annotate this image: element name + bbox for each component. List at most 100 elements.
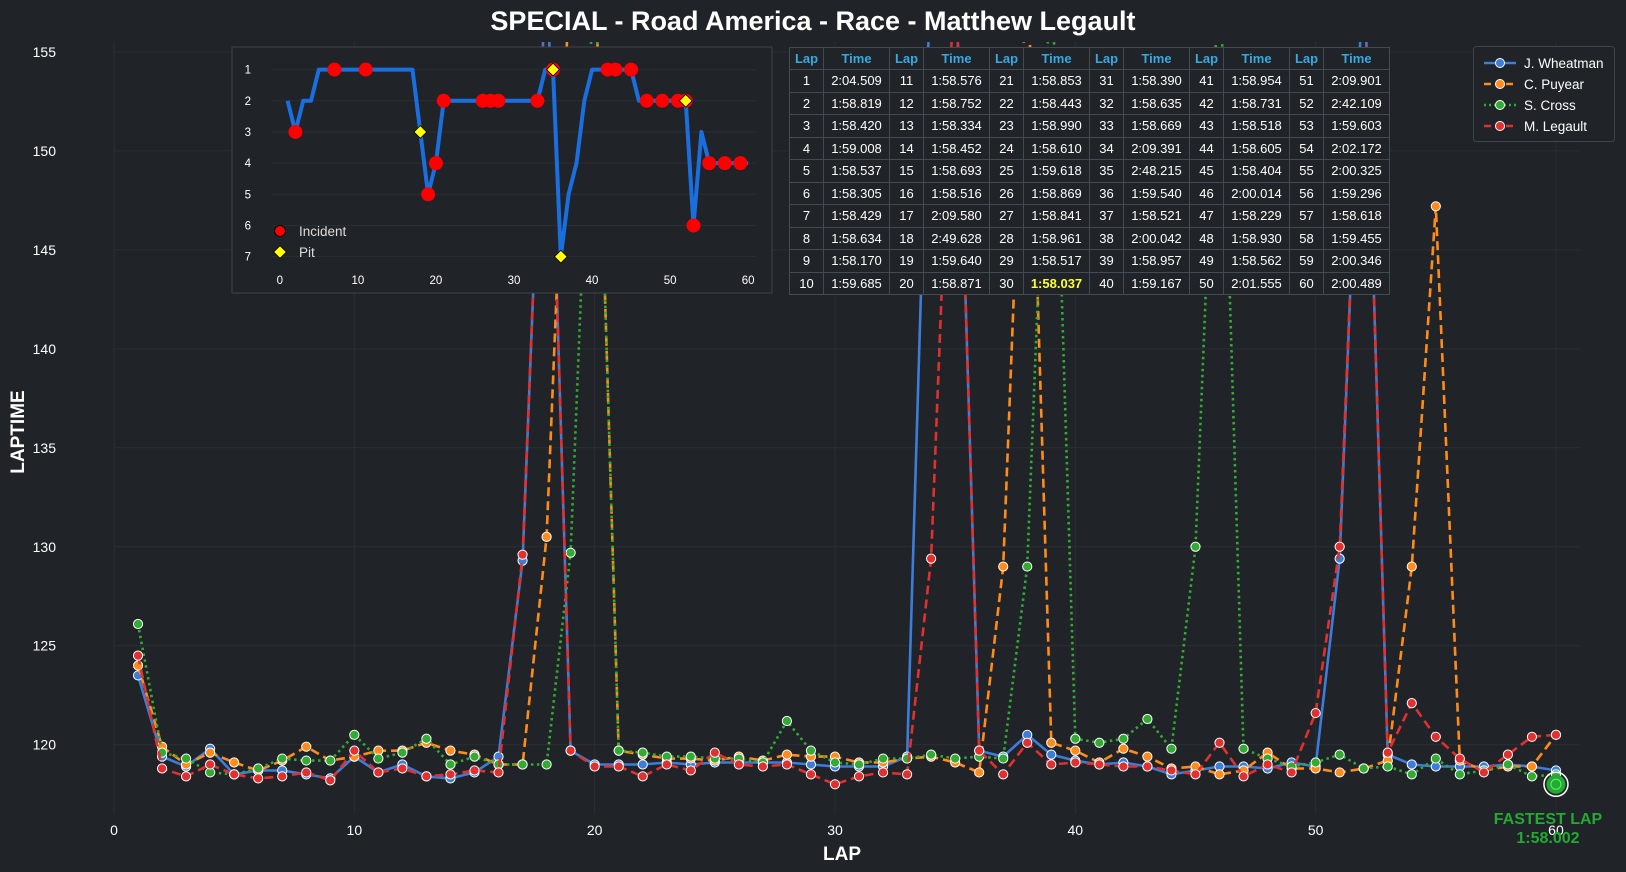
lap-number-cell: 53 [1289, 114, 1324, 138]
time-column-header: Time [1223, 47, 1290, 70]
lap-time-cell: 2:48.215 [1123, 159, 1190, 183]
data-point [637, 747, 648, 758]
data-point [445, 759, 456, 770]
y-tick-label: 125 [33, 638, 57, 654]
data-point [1166, 743, 1177, 754]
data-point [998, 753, 1009, 764]
data-point [253, 773, 264, 784]
lap-column-header: Lap [1289, 47, 1324, 70]
incident-marker [421, 187, 436, 202]
legend-line-icon [1484, 121, 1516, 131]
data-point [685, 765, 696, 776]
data-point [757, 761, 768, 772]
lap-number-cell: 36 [1089, 181, 1124, 205]
lap-time-cell: 1:59.685 [823, 271, 890, 295]
lap-time-cell: 1:58.635 [1123, 91, 1190, 115]
data-point [1070, 745, 1081, 756]
data-point [877, 753, 889, 764]
lap-number-cell: 35 [1089, 159, 1124, 183]
lap-time-cell: 1:58.752 [923, 91, 990, 115]
lap-number-cell: 12 [889, 91, 924, 115]
lap-number-cell: 56 [1289, 181, 1324, 205]
lap-number-cell: 26 [989, 181, 1024, 205]
data-point [397, 747, 408, 758]
data-point [685, 751, 696, 762]
lap-number-cell: 2 [789, 91, 824, 115]
lap-number-cell: 37 [1089, 204, 1124, 228]
lap-number-cell: 28 [989, 226, 1024, 250]
lap-time-cell: 1:58.871 [923, 271, 990, 295]
lap-number-cell: 5 [789, 159, 824, 183]
incident-marker [733, 156, 748, 171]
data-point [1382, 761, 1393, 772]
position-y-tick: 6 [245, 220, 251, 232]
data-point [349, 729, 360, 740]
data-point [805, 745, 817, 756]
lap-number-cell: 43 [1189, 114, 1224, 138]
lap-time-table: Lap Time Lap Time Lap Time Lap Time Lap Time Lap Ti… [789, 47, 1390, 295]
pit-legend-marker [273, 245, 287, 259]
data-point [397, 763, 408, 774]
data-point [565, 547, 576, 558]
y-axis-label: LAPTIME [8, 390, 29, 473]
x-tick-label: 60 [1548, 822, 1564, 838]
x-tick-label: 30 [827, 822, 843, 838]
data-point [1502, 759, 1514, 770]
table-header-row: Lap Time Lap Time Lap Time Lap Time Lap Time Lap Ti… [789, 47, 1390, 70]
lap-time-cell: 1:58.518 [1223, 114, 1290, 138]
data-point [1334, 749, 1345, 760]
time-column-header: Time [923, 47, 990, 70]
data-point [829, 757, 841, 768]
lap-number-cell: 51 [1289, 69, 1324, 93]
lap-time-cell: 1:58.819 [823, 91, 890, 115]
incident-legend-label: Incident [299, 224, 347, 239]
data-point [325, 755, 336, 766]
lap-number-cell: 9 [789, 249, 824, 273]
lap-time-cell: 2:00.489 [1323, 271, 1390, 295]
lap-time-cell: 1:59.603 [1323, 114, 1390, 138]
lap-number-cell: 8 [789, 226, 824, 250]
table-row: 8 1:58.634 18 2:49.628 28 1:58.961 38 2:00.042 4… [789, 226, 1390, 250]
legend-item-cross: S. Cross [1482, 95, 1614, 115]
data-point [1046, 749, 1057, 760]
incident-marker [655, 93, 670, 108]
data-point [517, 549, 528, 560]
data-point [445, 745, 456, 756]
data-point [325, 775, 336, 786]
pit-marker [678, 93, 693, 108]
lap-time-cell: 1:58.305 [823, 181, 890, 205]
lap-time-cell: 1:58.562 [1223, 249, 1290, 273]
lap-number-cell: 30 [989, 271, 1024, 295]
lap-number-cell: 1 [789, 69, 824, 93]
position-legend: Incident Pit [273, 224, 347, 260]
incident-marker [717, 156, 732, 171]
data-point [1118, 743, 1129, 754]
fastest-ring-outer [1543, 771, 1569, 798]
table-row: 1 2:04.509 11 1:58.576 21 1:58.853 31 1:58.390 4… [789, 69, 1390, 93]
lap-time-cell: 1:58.537 [823, 159, 890, 183]
lap-number-cell: 19 [889, 249, 924, 273]
data-point [1526, 761, 1538, 772]
lap-time-cell: 1:59.540 [1123, 181, 1190, 205]
series-line [136, 42, 1557, 786]
lap-number-cell: 11 [889, 69, 924, 93]
data-point [1526, 731, 1538, 742]
fastest-lap-time: 1:58.002 [1516, 830, 1580, 847]
lap-time-cell: 1:58.516 [923, 181, 990, 205]
legend-label: M. Legault [1524, 119, 1588, 134]
lap-time-cell: 1:58.404 [1223, 159, 1290, 183]
data-point [1118, 733, 1129, 744]
fastest-dot [1546, 774, 1566, 794]
data-point [1550, 729, 1562, 740]
data-point [1022, 561, 1033, 572]
lap-time-cell: 1:59.455 [1323, 226, 1390, 250]
data-point [974, 745, 985, 756]
lap-time-cell: 2:00.346 [1323, 249, 1390, 273]
incident-marker [428, 156, 443, 171]
incident-marker [436, 93, 451, 108]
data-point [1214, 737, 1225, 748]
lap-number-cell: 31 [1089, 69, 1124, 93]
position-tick-labels: 1 2 3 4 5 6 7 0 10 20 30 40 50 60 [245, 65, 755, 287]
legend-label: C. Puyear [1524, 77, 1585, 92]
lap-number-cell: 27 [989, 204, 1024, 228]
